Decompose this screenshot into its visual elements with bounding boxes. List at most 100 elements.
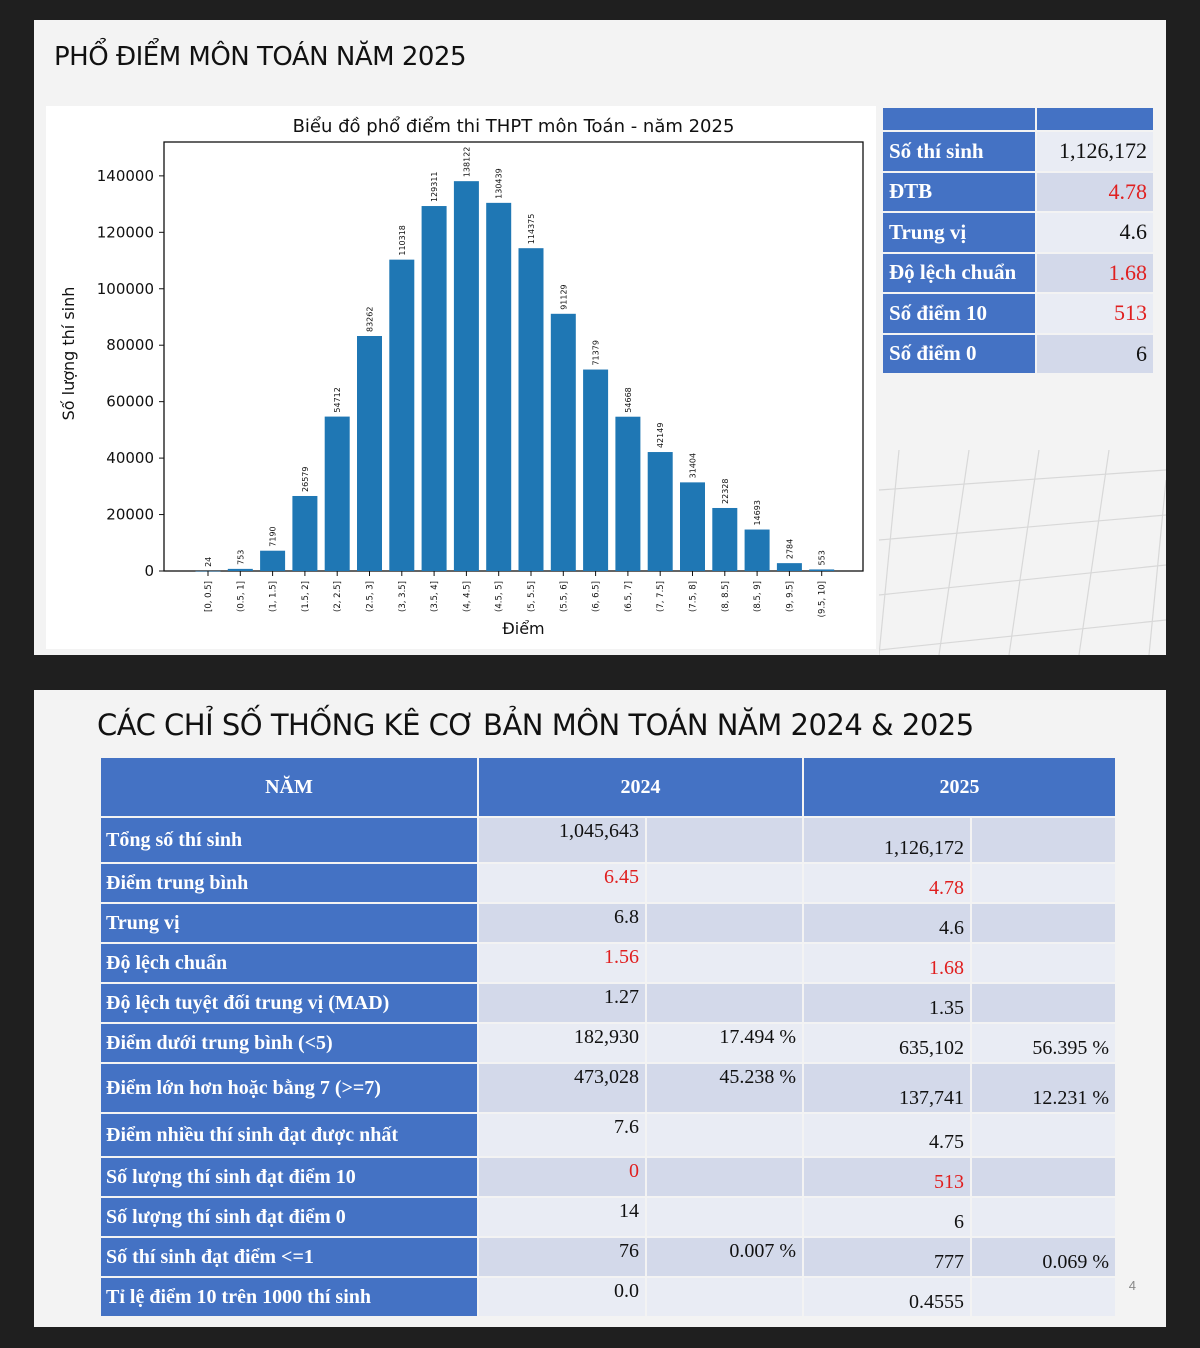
x-tick-label: (4.5, 5] <box>495 581 505 612</box>
percent-2024: 45.238 % <box>645 1062 804 1114</box>
x-tick-label: (8.5, 9] <box>753 581 763 612</box>
x-tick-label: (7.5, 8] <box>689 581 699 612</box>
bar-data-label: 129311 <box>430 171 439 202</box>
percent-2024 <box>645 942 804 984</box>
percent-2025 <box>970 816 1117 864</box>
value-2025: 1.35 <box>802 982 972 1024</box>
bar <box>518 248 544 572</box>
x-tick-label: (6.5, 7] <box>624 581 634 612</box>
stats-row: Độ lệch chuẩn 1.68 <box>883 253 1153 292</box>
bar <box>292 495 318 571</box>
row-label: Số lượng thí sinh đạt điểm 0 <box>99 1196 479 1238</box>
page-number: 4 <box>1128 1278 1136 1293</box>
bar-data-label: 110318 <box>398 225 407 256</box>
stats-label: Độ lệch chuẩn <box>883 253 1037 292</box>
y-tick-label: 140000 <box>97 167 154 185</box>
bar <box>389 259 415 571</box>
value-2024: 6.8 <box>477 902 647 944</box>
bar-data-label: 22328 <box>721 479 730 504</box>
row-label: Trung vị <box>99 902 479 944</box>
value-2025: 6 <box>802 1196 972 1238</box>
bar <box>647 452 673 571</box>
chart-svg: Biểu đồ phổ điểm thi THPT môn Toán - năm… <box>59 116 864 638</box>
bar <box>615 416 641 571</box>
percent-2024: 17.494 % <box>645 1022 804 1064</box>
stats-value: 513 <box>1037 294 1153 333</box>
table-row: Điểm nhiều thí sinh đạt được nhất 7.6 4.75 <box>99 1112 1117 1158</box>
percent-2025: 56.395 % <box>970 1022 1117 1064</box>
stats-row: ĐTB 4.78 <box>883 172 1153 211</box>
y-tick-label: 0 <box>144 562 154 580</box>
bar-data-label: 26579 <box>301 467 310 492</box>
x-tick-label: (7, 7.5] <box>656 581 666 612</box>
bar <box>680 482 705 571</box>
table-row: Trung vị 6.8 4.6 <box>99 902 1117 944</box>
bar-data-label: 2784 <box>785 539 794 559</box>
y-tick-label: 20000 <box>106 506 154 524</box>
bar-data-label: 138122 <box>462 147 471 178</box>
x-tick-label: (6, 6.5] <box>592 581 602 612</box>
stats-label: ĐTB <box>883 172 1037 211</box>
y-tick-label: 100000 <box>97 280 154 298</box>
bar <box>712 507 738 571</box>
row-label: Độ lệch tuyệt đối trung vị (MAD) <box>99 982 479 1024</box>
stats-value: 6 <box>1037 334 1153 373</box>
value-2025: 4.6 <box>802 902 972 944</box>
bar <box>809 569 835 571</box>
stats-value: 1.68 <box>1037 253 1153 292</box>
header-year: NĂM <box>99 756 479 818</box>
y-tick-label: 80000 <box>106 336 154 354</box>
summary-stats-table: Số thí sinh 1,126,172 ĐTB 4.78 Trung vị 4.6 Độ… <box>883 106 1153 375</box>
percent-2024 <box>645 1276 804 1318</box>
x-tick-label: (2.5, 3] <box>366 581 376 612</box>
row-label: Tổng số thí sinh <box>99 816 479 864</box>
percent-2024 <box>645 902 804 944</box>
stats-row: Số điểm 10 513 <box>883 294 1153 333</box>
value-2024: 76 <box>477 1236 647 1278</box>
value-2024: 1,045,643 <box>477 816 647 864</box>
stats-value: 4.78 <box>1037 172 1153 211</box>
bar <box>421 206 447 571</box>
y-tick-label: 60000 <box>106 393 154 411</box>
row-label: Điểm dưới trung bình (<5) <box>99 1022 479 1064</box>
bar <box>453 181 479 571</box>
stats-label: Trung vị <box>883 213 1037 252</box>
stats-row: Số thí sinh 1,126,172 <box>883 132 1153 171</box>
percent-2024: 0.007 % <box>645 1236 804 1278</box>
table-header-row: NĂM 2024 2025 <box>99 756 1117 818</box>
percent-2025 <box>970 1112 1117 1158</box>
percent-2025 <box>970 862 1117 904</box>
value-2024: 14 <box>477 1196 647 1238</box>
table-row: Điểm lớn hơn hoặc bằng 7 (>=7) 473,028 45.… <box>99 1062 1117 1114</box>
bar <box>744 529 770 571</box>
comparison-table: NĂM 2024 2025 Tổng số thí sinh 1,045,643 1… <box>99 756 1117 1318</box>
stats-row: Trung vị 4.6 <box>883 213 1153 252</box>
row-label: Điểm nhiều thí sinh đạt được nhất <box>99 1112 479 1158</box>
percent-2024 <box>645 982 804 1024</box>
percent-2025: 0.069 % <box>970 1236 1117 1278</box>
x-tick-label: (2, 2.5] <box>333 581 343 612</box>
bar-data-label: 54712 <box>333 387 342 412</box>
value-2025: 4.78 <box>802 862 972 904</box>
stats-label: Số điểm 10 <box>883 294 1037 333</box>
table-row: Điểm dưới trung bình (<5) 182,930 17.494 %… <box>99 1022 1117 1064</box>
bar-data-label: 14693 <box>753 500 762 525</box>
x-tick-label: (3, 3.5] <box>398 581 408 612</box>
slide-title: CÁC CHỈ SỐ THỐNG KÊ CƠ BẢN MÔN TOÁN NĂM … <box>97 708 974 742</box>
row-label: Số thí sinh đạt điểm <=1 <box>99 1236 479 1278</box>
slide-histogram: PHỔ ĐIỂM MÔN TOÁN NĂM 2025 Biểu đồ phổ đ… <box>34 20 1166 655</box>
value-2025: 513 <box>802 1156 972 1198</box>
table-row: Điểm trung bình 6.45 4.78 <box>99 862 1117 904</box>
percent-2024 <box>645 1196 804 1238</box>
value-2025: 0.4555 <box>802 1276 972 1318</box>
value-2024: 6.45 <box>477 862 647 904</box>
x-tick-label: [0, 0.5] <box>204 581 214 612</box>
bar <box>583 369 609 571</box>
value-2024: 0.0 <box>477 1276 647 1318</box>
y-tick-label: 120000 <box>97 223 154 241</box>
table-row: Tỉ lệ điểm 10 trên 1000 thí sinh 0.0 0.455… <box>99 1276 1117 1318</box>
y-axis-label: Số lượng thí sinh <box>59 287 78 421</box>
stats-label: Số thí sinh <box>883 132 1037 171</box>
x-axis-label: Điểm <box>502 619 544 638</box>
row-label: Tỉ lệ điểm 10 trên 1000 thí sinh <box>99 1276 479 1318</box>
